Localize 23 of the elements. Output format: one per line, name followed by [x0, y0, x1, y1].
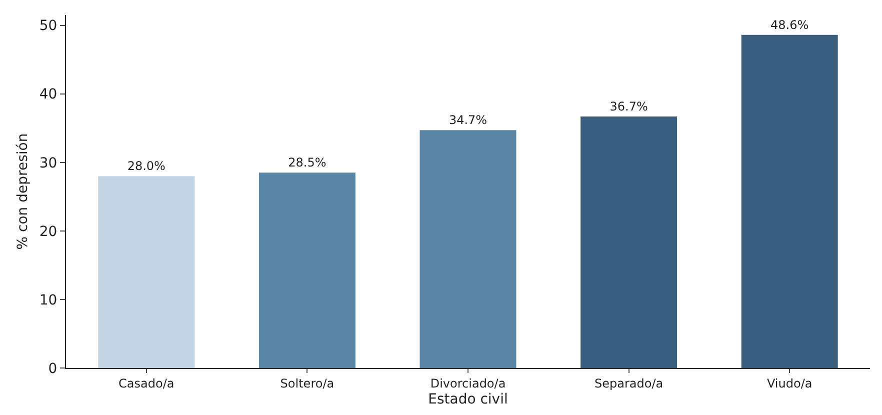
bar — [741, 34, 838, 368]
bar — [258, 172, 356, 368]
x-tick-label: Soltero/a — [280, 376, 334, 390]
y-tick-label: 0 — [48, 360, 58, 377]
x-tick-label: Casado/a — [118, 376, 174, 390]
y-axis-title: % con depresión — [14, 133, 31, 250]
bar — [98, 176, 195, 368]
data-label: 36.7% — [610, 99, 648, 114]
y-tick-label: 50 — [39, 18, 58, 34]
x-tick-label: Separado/a — [594, 376, 664, 390]
bar — [580, 116, 678, 368]
x-axis-title: Estado civil — [428, 392, 508, 408]
data-label: 28.0% — [127, 159, 166, 174]
bar — [420, 130, 516, 368]
data-label: 28.5% — [288, 156, 326, 170]
data-label: 34.7% — [448, 113, 488, 128]
y-tick-label: 30 — [39, 155, 58, 172]
y-tick-label: 40 — [39, 86, 58, 103]
data-label: 48.6% — [770, 18, 809, 32]
y-tick-label: 10 — [39, 292, 58, 308]
x-tick-label: Divorciado/a — [430, 376, 506, 390]
x-tick-label: Viudo/a — [766, 376, 812, 390]
y-tick-label: 20 — [39, 224, 58, 240]
